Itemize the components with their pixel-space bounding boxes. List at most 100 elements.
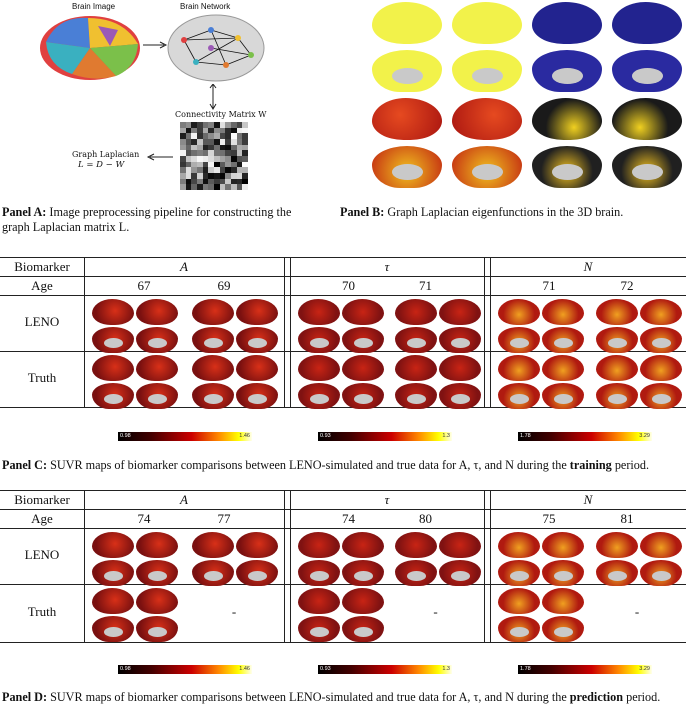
brain-medial-core: [553, 626, 573, 637]
matrix-cell: [185, 138, 192, 145]
brain-lateral: [342, 299, 384, 325]
matrix-cell: [236, 138, 243, 145]
brain-lateral: [342, 588, 384, 614]
brain-medial-core: [353, 393, 373, 404]
matrix-cell: [236, 122, 243, 128]
brain-medial-core: [147, 337, 167, 348]
brain-medial: [342, 616, 384, 642]
brain-medial-core: [406, 393, 426, 404]
brain-medial-core: [103, 626, 123, 637]
brain-medial-core: [607, 337, 627, 348]
row-label-truth: Truth: [27, 604, 57, 619]
row-label-leno: LENO: [24, 314, 60, 329]
brain-image: [40, 16, 140, 80]
brain-medial: [192, 560, 234, 586]
panel-d-caption-end: period.: [623, 690, 661, 704]
matrix-cell: [242, 150, 248, 156]
matrix-cell: [191, 122, 197, 128]
matrix-cell: [185, 144, 192, 151]
eigenfunction-brain: [372, 50, 442, 92]
matrix-cell: [213, 144, 220, 151]
colorbar-min: 0.98: [120, 666, 131, 672]
brain-medial-core: [309, 570, 329, 581]
brain-medial: [92, 383, 134, 409]
matrix-cell: [213, 155, 220, 162]
laplacian-label: Graph Laplacian: [72, 150, 140, 159]
matrix-cell: [208, 172, 214, 179]
matrix-cell: [219, 150, 226, 156]
age-value: 67: [137, 278, 151, 293]
brain-medial: [342, 383, 384, 409]
brain-medial: [395, 327, 437, 353]
biomarker-header: Biomarker: [14, 259, 70, 274]
brain-image-label: Brain Image: [72, 2, 116, 11]
table-rule: [0, 509, 686, 510]
brain-lateral: [542, 588, 584, 614]
matrix-cell: [230, 184, 237, 190]
brain-lateral: [136, 588, 178, 614]
matrix-cell: [202, 155, 209, 162]
table-rule: [0, 490, 686, 491]
brain-medial-core: [309, 393, 329, 404]
matrix-cell: [185, 155, 192, 162]
panel-c-caption: Panel C: SUVR maps of biomarker comparis…: [2, 458, 686, 473]
brain-lateral: [136, 532, 178, 558]
colorbar: 0.93 1.3: [318, 665, 452, 674]
table-rule: [290, 257, 291, 407]
brain-medial-core: [147, 626, 167, 637]
panel-c-caption-end: period.: [611, 458, 649, 472]
laplacian-formula: L = D − W: [78, 160, 125, 170]
colorbar-max: 3.29: [639, 433, 650, 439]
brain-medial: [342, 327, 384, 353]
brain-lateral: [236, 355, 278, 381]
matrix-cell: [213, 178, 220, 185]
matrix-cell: [219, 161, 226, 168]
matrix-cell: [219, 127, 226, 134]
age-value: 74: [137, 511, 151, 526]
brain-medial: [92, 616, 134, 642]
biomarker-n: N: [583, 492, 593, 507]
matrix-cell: [185, 184, 192, 190]
table-rule: [84, 490, 85, 642]
brain-medial: [542, 560, 584, 586]
brain-lateral: [342, 532, 384, 558]
matrix-cell: [202, 150, 209, 156]
panel-c-caption-period: training: [569, 458, 612, 472]
table-rule: [84, 257, 85, 407]
matrix-cell: [208, 144, 214, 151]
brain-medial: [395, 383, 437, 409]
brain-lateral: [596, 355, 638, 381]
brain-medial: [498, 383, 540, 409]
matrix-cell: [202, 138, 209, 145]
matrix-cell: [191, 178, 197, 185]
brain-lateral: [542, 299, 584, 325]
eigenfunction-brain: [372, 2, 442, 44]
brain-medial-core: [147, 393, 167, 404]
biomarker-tau: τ: [384, 259, 390, 274]
brain-medial: [236, 560, 278, 586]
panel-b-caption: Panel B: Graph Laplacian eigenfunctions …: [340, 205, 686, 220]
eigenfunction-brain: [612, 98, 682, 140]
matrix-cell: [230, 122, 237, 128]
brain-medial-core: [471, 67, 504, 84]
matrix-cell: [191, 127, 197, 134]
matrix-cell: [236, 167, 243, 173]
brain-medial: [542, 327, 584, 353]
matrix-cell: [236, 155, 243, 162]
brain-medial-core: [103, 393, 123, 404]
matrix-cell: [185, 127, 192, 134]
matrix-cell: [242, 155, 248, 162]
matrix-cell: [242, 138, 248, 145]
matrix-cell: [219, 122, 226, 128]
panel-d-caption-label: Panel D:: [2, 690, 48, 704]
brain-medial-core: [103, 570, 123, 581]
matrix-cell: [196, 167, 203, 173]
colorbar-min: 0.93: [320, 666, 331, 672]
panel-b-caption-text: Graph Laplacian eigenfunctions in the 3D…: [384, 205, 624, 219]
brain-medial: [298, 560, 340, 586]
brain-lateral: [298, 355, 340, 381]
matrix-cell: [242, 127, 248, 134]
arrow-left-icon: [146, 153, 173, 161]
matrix-cell: [191, 155, 197, 162]
panel-c-caption-text: SUVR maps of biomarker comparisons betwe…: [47, 458, 570, 472]
